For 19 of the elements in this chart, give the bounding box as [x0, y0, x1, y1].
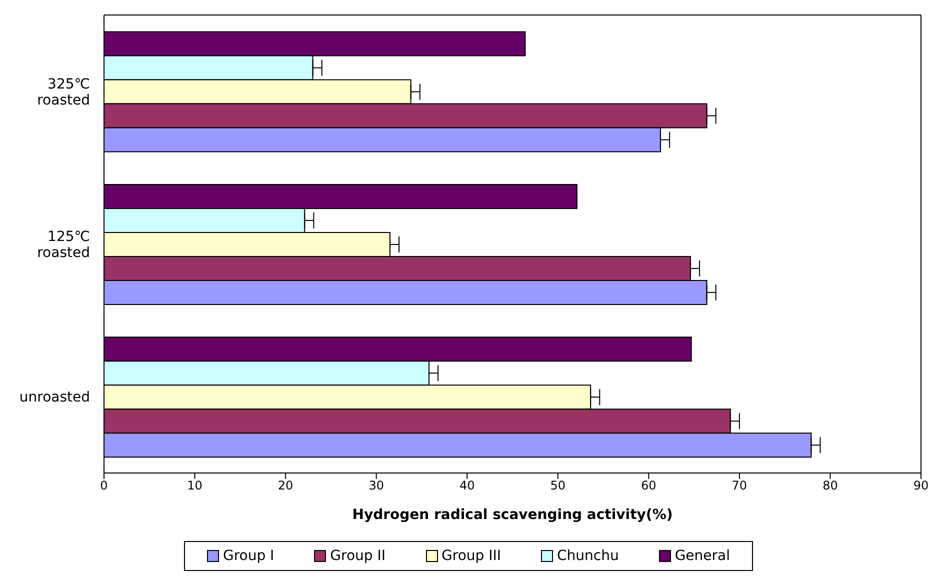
- x-tick-label: 50: [550, 478, 566, 493]
- legend-label: Group II: [330, 548, 386, 564]
- x-tick-label: 20: [278, 478, 294, 493]
- y-tick-label: 125℃ roasted: [37, 229, 90, 261]
- x-tick-label: 80: [822, 478, 838, 493]
- x-tick-label: 60: [641, 478, 656, 493]
- x-axis-title: Hydrogen radical scavenging activity(%): [352, 507, 673, 523]
- x-tick-label: 70: [732, 478, 748, 493]
- x-tick-label: 30: [368, 478, 384, 493]
- y-tick-label: unroasted: [19, 390, 90, 406]
- y-tick-label: 325℃ roasted: [37, 76, 90, 108]
- legend-label: General: [674, 548, 730, 564]
- legend-label: Group I: [222, 548, 274, 564]
- x-tick-label: 0: [100, 478, 108, 493]
- x-tick-label: 40: [459, 478, 475, 493]
- x-tick-label: 90: [913, 478, 929, 493]
- x-tick-label: 10: [187, 478, 202, 493]
- legend-label: Chunchu: [556, 548, 619, 564]
- legend-label: Group III: [442, 548, 501, 564]
